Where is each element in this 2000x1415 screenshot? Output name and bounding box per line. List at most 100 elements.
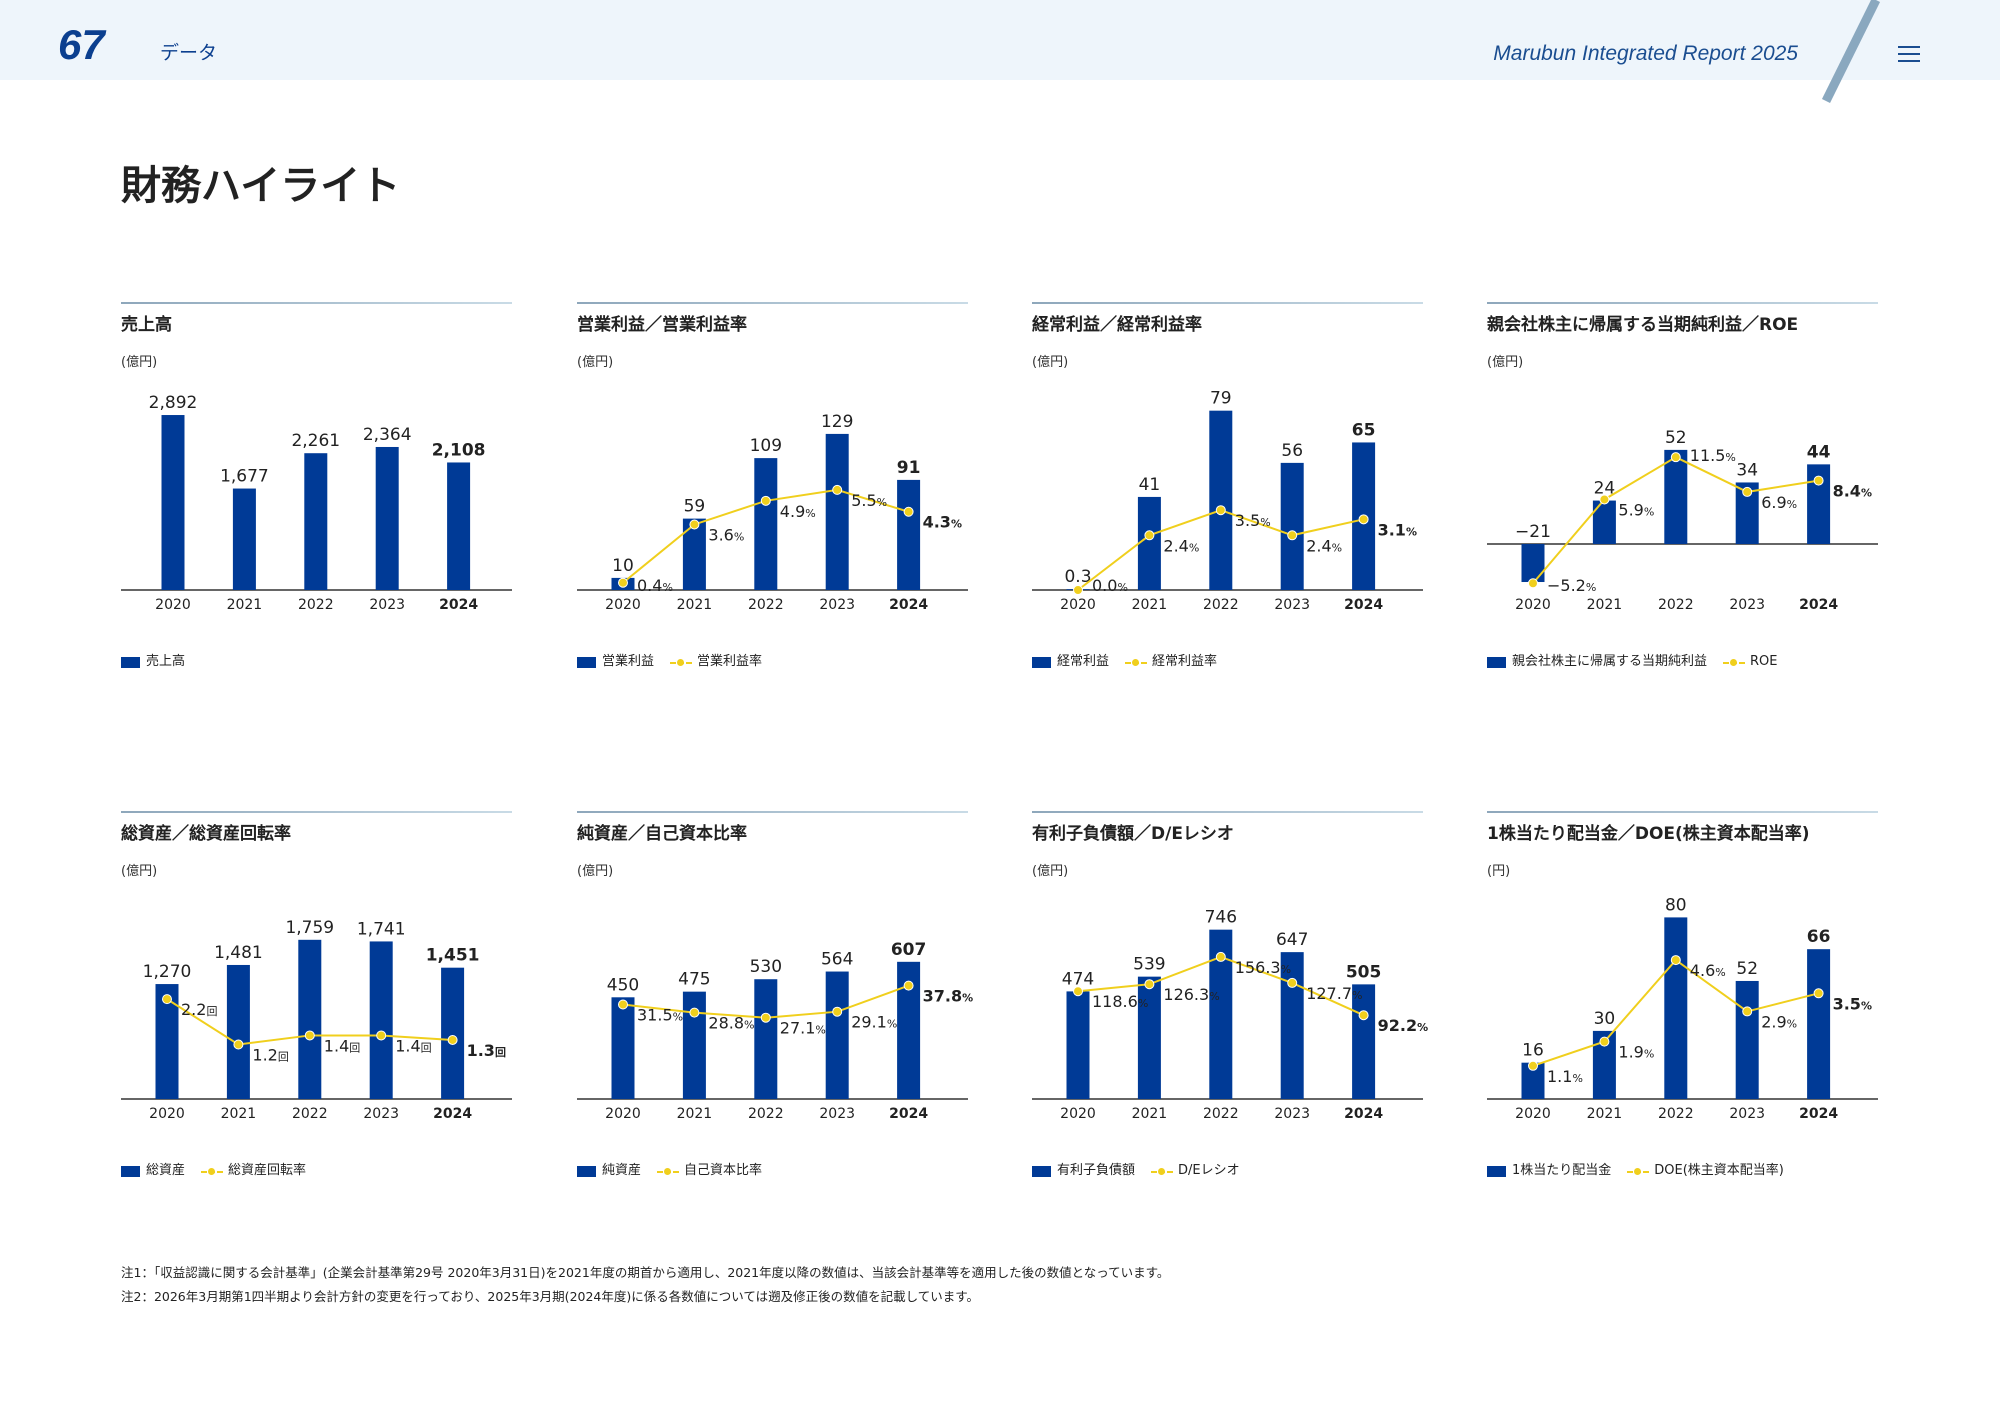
chart-title: 有利子負債額／D/Eレシオ: [1032, 824, 1234, 844]
legend-bar-label: 経常利益: [1057, 654, 1110, 669]
section-label: データ: [160, 42, 218, 64]
legend-bar-swatch: [577, 1165, 596, 1177]
bar-2024: [1807, 949, 1831, 1099]
line-unit: %: [1189, 541, 1199, 554]
line-value-label: 118.6%: [1092, 992, 1148, 1011]
line-unit: %: [1787, 498, 1797, 511]
unit-label: (億円): [577, 864, 614, 879]
line-value: 2.2: [181, 1000, 206, 1019]
panel-top-rule: [1487, 811, 1878, 813]
line-unit: %: [1417, 1021, 1428, 1034]
legend-line-swatch: [657, 1166, 680, 1177]
line-unit: %: [1572, 1072, 1582, 1085]
line-point: [760, 1012, 771, 1023]
bar-value-label: 2,108: [432, 440, 486, 460]
line-value-label: 11.5%: [1690, 446, 1736, 465]
bar-2023: [375, 446, 399, 590]
bar-2022: [754, 979, 778, 1099]
bar-value-label: 30: [1594, 1009, 1616, 1029]
year-tick-label: 2022: [1203, 1106, 1239, 1122]
line-value: 6.9: [1761, 493, 1786, 512]
panel-top-rule: [1487, 302, 1878, 304]
bar-value-label: −21: [1515, 522, 1551, 542]
year-tick-label: 2023: [369, 597, 405, 613]
line-value-label: 1.3回: [467, 1041, 506, 1060]
bar-value-label: 59: [684, 497, 706, 517]
hamburger-icon[interactable]: [1898, 46, 1920, 64]
line-point: [233, 1039, 244, 1050]
line-value: 1.3: [467, 1041, 495, 1060]
year-tick-label: 2024: [889, 1106, 928, 1122]
line-unit: 回: [421, 1041, 432, 1054]
line-unit: %: [805, 507, 815, 520]
bar-value-label: 1,481: [214, 943, 263, 963]
panel-top-rule: [121, 811, 512, 813]
line-point: [1358, 1010, 1369, 1021]
line-value: 92.2: [1378, 1016, 1417, 1035]
chart-title: 純資産／自己資本比率: [577, 824, 747, 844]
line-point: [1670, 955, 1681, 966]
line-point: [903, 506, 914, 517]
year-tick-label: 2023: [1729, 597, 1765, 613]
line-unit: %: [662, 581, 672, 594]
line-value: 27.1: [780, 1019, 816, 1038]
line-value: 5.5: [851, 491, 876, 510]
line-value: 5.9: [1618, 500, 1643, 519]
line-point: [1073, 986, 1083, 997]
diagonal-slash-decoration: [1821, 0, 1881, 103]
bar-value-label: 564: [821, 950, 853, 970]
chart-legend: 純資産 自己資本比率: [577, 1163, 762, 1179]
year-tick-label: 2021: [677, 1106, 713, 1122]
line-unit: %: [962, 992, 973, 1005]
line-point: [1358, 514, 1369, 525]
line-value-label: 126.3%: [1163, 985, 1219, 1004]
line-unit: %: [1715, 966, 1725, 979]
unit-label: (億円): [121, 864, 158, 879]
line-value-label: 1.9%: [1618, 1043, 1654, 1062]
line-unit: %: [1138, 997, 1148, 1010]
bar-2020: [1521, 544, 1545, 583]
line-value-label: 2.4%: [1306, 536, 1342, 555]
year-tick-label: 2021: [677, 597, 713, 613]
line-value-label: 28.8%: [708, 1014, 754, 1033]
line-value: 3.1: [1378, 520, 1406, 539]
line-point: [1144, 979, 1155, 990]
year-tick-label: 2021: [1132, 1106, 1168, 1122]
line-value-label: 8.4%: [1833, 482, 1872, 501]
line-unit: %: [1725, 451, 1735, 464]
line-value: 1.1: [1547, 1067, 1572, 1086]
bar-value-label: 16: [1522, 1041, 1544, 1061]
year-tick-label: 2022: [748, 597, 784, 613]
bar-value-label: 24: [1594, 479, 1616, 499]
chart-panel: 純資産／自己資本比率 (億円) 450 2020 475 2021 530 2022 564 20…: [577, 811, 973, 1191]
line-value: 29.1: [851, 1013, 887, 1032]
line-value-label: 5.5%: [851, 491, 887, 510]
year-tick-label: 2024: [1344, 1106, 1383, 1122]
year-tick-label: 2023: [363, 1106, 399, 1122]
bar-value-label: 34: [1736, 460, 1758, 480]
line-value: 118.6: [1092, 992, 1138, 1011]
line-value: 1.4: [395, 1036, 420, 1055]
chart-legend: 経常利益 経常利益率: [1032, 654, 1217, 670]
chart-panel: 営業利益／営業利益率 (億円) 10 2020 59 2021 109 2022 129 2023…: [577, 302, 968, 682]
year-tick-label: 2024: [1344, 597, 1383, 613]
line-value: 3.5: [1833, 994, 1861, 1013]
chart-title: 親会社株主に帰属する当期純利益／ROE: [1487, 315, 1799, 335]
chart-plot: −212020242021522022342023442024−5.2%5.9%…: [1487, 428, 1878, 613]
bar-2020: [611, 997, 635, 1099]
page-title: 財務ハイライト: [121, 163, 401, 209]
year-tick-label: 2020: [1060, 597, 1096, 613]
line-point: [1670, 452, 1681, 463]
chart-legend: 1株当たり配当金 DOE(株主資本配当率): [1487, 1163, 1784, 1179]
line-point: [304, 1030, 315, 1041]
bar-value-label: 1,759: [285, 918, 334, 938]
bar-2024: [897, 479, 921, 590]
year-tick-label: 2023: [1274, 1106, 1310, 1122]
bar-2023: [825, 971, 849, 1099]
bar-value-label: 746: [1205, 908, 1237, 928]
line-point: [1813, 988, 1824, 999]
line-unit: 回: [278, 1051, 289, 1064]
bar-value-label: 66: [1807, 927, 1831, 947]
chart-legend: 総資産 総資産回転率: [121, 1163, 306, 1179]
legend-bar-label: 1株当たり配当金: [1512, 1163, 1612, 1178]
